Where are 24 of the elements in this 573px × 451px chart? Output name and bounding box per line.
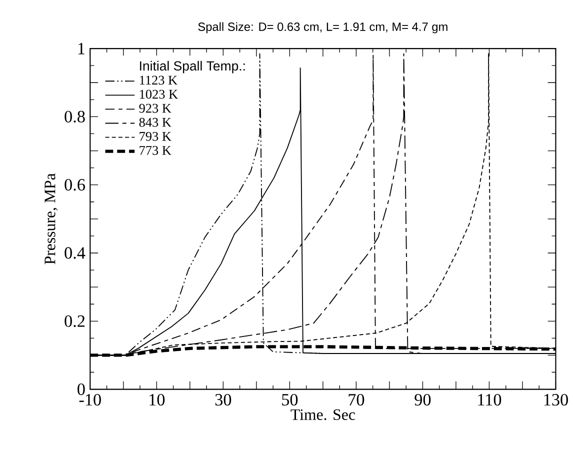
y-tick-label: 0.6 — [64, 179, 85, 191]
y-tick-label: 0.2 — [64, 315, 85, 328]
legend-label: 1023 K — [140, 90, 178, 99]
legend-label: 793 K — [140, 132, 172, 141]
y-tick-label: 0 — [78, 384, 85, 396]
y-tick-label: 1 — [78, 43, 84, 54]
x-tick-label: 130 — [544, 394, 568, 406]
y-axis-title: Pressure, MPa — [44, 174, 58, 264]
legend-label: 1123 K — [140, 76, 178, 85]
x-tick-label: 50 — [282, 394, 298, 406]
y-tick-label: 0.4 — [64, 247, 86, 259]
x-tick-label: 70 — [348, 394, 364, 406]
x-tick-label: 30 — [215, 394, 232, 406]
legend-label: 923 K — [139, 104, 172, 113]
legend-label: 843 K — [139, 118, 172, 127]
y-tick-label: 0.8 — [64, 111, 85, 123]
x-tick-label: 90 — [414, 394, 431, 406]
x-tick-label: 110 — [478, 394, 502, 406]
x-tick-label: -10 — [79, 394, 101, 406]
x-axis-title: Time. Sec — [290, 409, 355, 420]
legend-label: 773 K — [140, 146, 172, 155]
x-tick-label: 10 — [150, 394, 165, 406]
legend-title: Initial Spall Temp.: — [140, 61, 245, 74]
chart-title: Spall Size: D= 0.63 cm, L= 1.91 cm, M= 4.7 gm — [198, 22, 448, 34]
